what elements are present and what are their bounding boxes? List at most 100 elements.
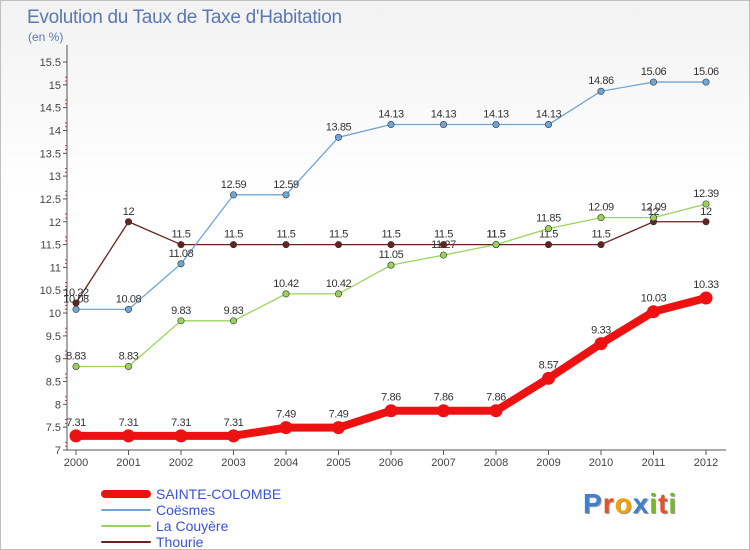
data-point <box>439 121 447 129</box>
data-label: 9.33 <box>591 325 611 337</box>
data-label: 10.03 <box>641 293 667 305</box>
y-minor-tick <box>65 190 67 192</box>
legend-swatch <box>101 490 151 498</box>
data-point <box>437 404 450 418</box>
y-tick-label: 8 <box>55 399 61 411</box>
logo-letter: P <box>583 488 603 519</box>
data-label: 11.5 <box>277 229 296 241</box>
chart-unit: (en %) <box>28 30 64 44</box>
data-point <box>699 291 713 305</box>
data-label: 11.5 <box>434 229 453 241</box>
data-point <box>489 404 503 418</box>
data-point <box>702 200 710 208</box>
data-point <box>230 241 238 249</box>
y-tick-label: 8.5 <box>46 377 61 389</box>
data-label: 11.5 <box>382 229 401 241</box>
y-minor-tick <box>65 396 67 398</box>
data-point <box>334 290 342 298</box>
data-label: 7.49 <box>276 409 296 421</box>
data-label: 13.85 <box>326 121 352 133</box>
data-point <box>702 218 710 226</box>
data-point <box>230 317 238 325</box>
x-tick-label: 2005 <box>326 457 350 469</box>
data-point <box>492 121 500 129</box>
y-minor-tick <box>65 236 67 238</box>
data-label: 7.31 <box>224 417 244 429</box>
data-point <box>597 241 605 249</box>
y-minor-tick <box>65 103 67 105</box>
y-minor-tick <box>65 259 67 261</box>
y-tick-label: 9.5 <box>46 331 61 343</box>
data-label: 7.31 <box>66 417 86 429</box>
data-point <box>387 241 395 249</box>
y-tick-label: 14.5 <box>40 103 61 115</box>
proxiti-logo: Proxiti <box>583 488 677 520</box>
data-point <box>282 241 290 249</box>
y-tick-label: 12 <box>49 217 61 229</box>
data-label: 11.08 <box>169 248 194 260</box>
data-label: 15.06 <box>693 66 719 78</box>
logo-letter: t <box>658 488 669 519</box>
data-point <box>177 317 185 325</box>
x-tick-label: 2009 <box>536 457 560 469</box>
data-label: 8.57 <box>539 359 559 371</box>
data-point <box>122 429 135 443</box>
y-tick-label: 13 <box>49 171 61 183</box>
x-tick-label: 2012 <box>694 457 718 469</box>
x-tick-label: 2003 <box>221 457 245 469</box>
y-minor-tick <box>65 171 67 173</box>
y-minor-tick <box>65 422 67 424</box>
legend-label: Coësmes <box>156 502 216 518</box>
data-label: 11.5 <box>329 229 348 241</box>
y-minor-tick <box>65 213 67 215</box>
legend-swatch <box>101 541 151 543</box>
data-point <box>439 251 447 259</box>
y-minor-tick <box>65 304 67 306</box>
x-tick-label: 2011 <box>642 457 666 469</box>
legend-label: Thourie <box>156 534 204 550</box>
y-minor-tick <box>65 377 67 379</box>
data-point <box>647 305 660 319</box>
data-label: 14.86 <box>588 75 614 87</box>
x-tick-label: 2006 <box>379 457 403 469</box>
data-point <box>125 218 133 226</box>
data-label: 12 <box>700 206 712 218</box>
data-label: 11.5 <box>487 229 506 241</box>
data-point <box>69 429 83 443</box>
data-label: 12 <box>648 206 660 218</box>
legend-swatch <box>101 525 151 527</box>
y-minor-tick <box>65 445 67 447</box>
y-minor-tick <box>65 331 67 333</box>
x-tick-label: 2008 <box>484 457 508 469</box>
data-label: 14.13 <box>378 109 404 121</box>
data-point <box>279 421 293 435</box>
y-minor-tick <box>65 76 67 78</box>
y-minor-tick <box>65 308 67 310</box>
y-minor-tick <box>65 350 67 352</box>
data-label: 14.13 <box>431 109 457 121</box>
data-label: 7.49 <box>329 409 349 421</box>
y-minor-tick <box>65 327 67 329</box>
data-label: 10.42 <box>326 278 352 290</box>
x-tick-label: 2004 <box>274 457 298 469</box>
data-point <box>492 241 500 249</box>
data-label: 10.22 <box>63 287 89 299</box>
y-minor-tick <box>65 263 67 265</box>
data-point <box>332 421 345 435</box>
y-minor-tick <box>65 168 67 170</box>
data-label: 12.59 <box>273 179 299 191</box>
y-minor-tick <box>65 80 67 82</box>
y-tick-label: 11.5 <box>40 240 61 252</box>
data-label: 7.31 <box>119 417 139 429</box>
y-minor-tick <box>65 99 67 101</box>
legend-label: SAINTE-COLOMBE <box>156 486 282 502</box>
data-label: 12.59 <box>221 179 247 191</box>
x-tick-label: 2000 <box>64 457 88 469</box>
data-label: 11.27 <box>431 239 456 251</box>
chart-title: Evolution du Taux de Taxe d'Habitation <box>27 7 342 28</box>
data-point <box>702 78 710 86</box>
data-point <box>544 225 552 233</box>
data-label: 12.09 <box>641 202 667 214</box>
y-minor-tick <box>65 400 67 402</box>
data-label: 9.83 <box>224 305 244 317</box>
